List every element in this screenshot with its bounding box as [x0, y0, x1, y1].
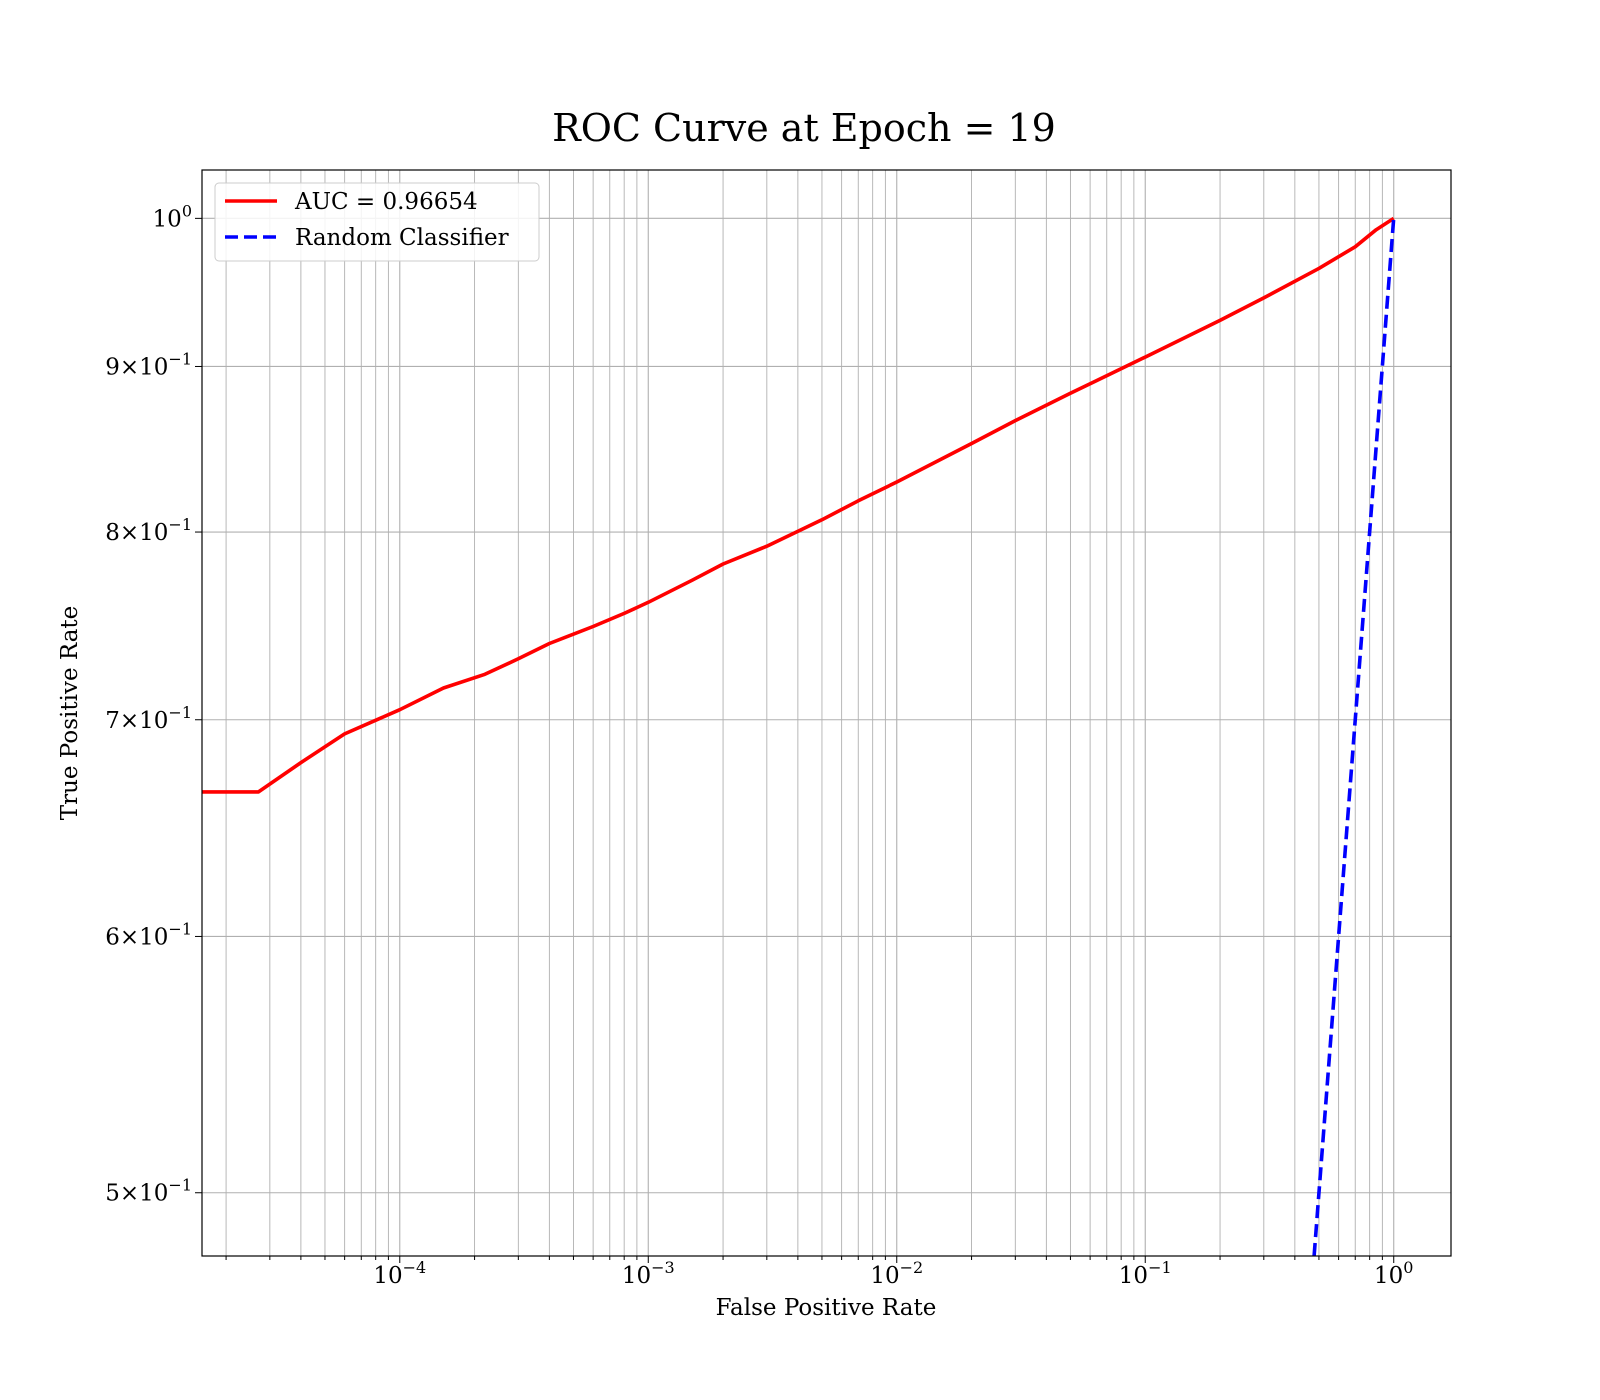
grid	[202, 170, 1451, 1256]
x-axis: 10−4 10−3 10−2 10−1 100	[225, 1256, 1413, 1289]
x-tick-label: 10−1	[1119, 1258, 1172, 1289]
y-tick-label: 5×10−1	[105, 1176, 192, 1207]
x-axis-label: False Positive Rate	[716, 1295, 937, 1321]
y-tick-label: 8×10−1	[105, 515, 192, 546]
chart-title: ROC Curve at Epoch = 19	[552, 106, 1056, 150]
x-tick-label: 10−4	[373, 1258, 426, 1289]
x-tick-label: 10−2	[870, 1258, 923, 1289]
x-tick-label: 100	[1374, 1258, 1413, 1289]
y-tick-label: 6×10−1	[105, 919, 192, 950]
y-tick-label: 9×10−1	[105, 349, 192, 380]
random-classifier-line	[1312, 218, 1396, 1256]
y-tick-label: 100	[153, 201, 192, 232]
roc-curve-line	[202, 216, 1395, 794]
x-tick-label: 10−3	[622, 1258, 675, 1289]
y-tick-label: 7×10−1	[105, 703, 192, 734]
legend: AUC = 0.96654 Random Classifier	[214, 182, 540, 262]
plot-frame	[201, 169, 1452, 1257]
legend-box	[214, 182, 540, 262]
legend-label: AUC = 0.96654	[294, 189, 478, 215]
y-axis: 100 9×10−1 8×10−1 7×10−1 6×10−1 5×10−1	[105, 201, 202, 1207]
y-axis-label: True Positive Rate	[57, 606, 83, 821]
plot-lines	[202, 216, 1396, 1256]
legend-label: Random Classifier	[295, 225, 509, 251]
